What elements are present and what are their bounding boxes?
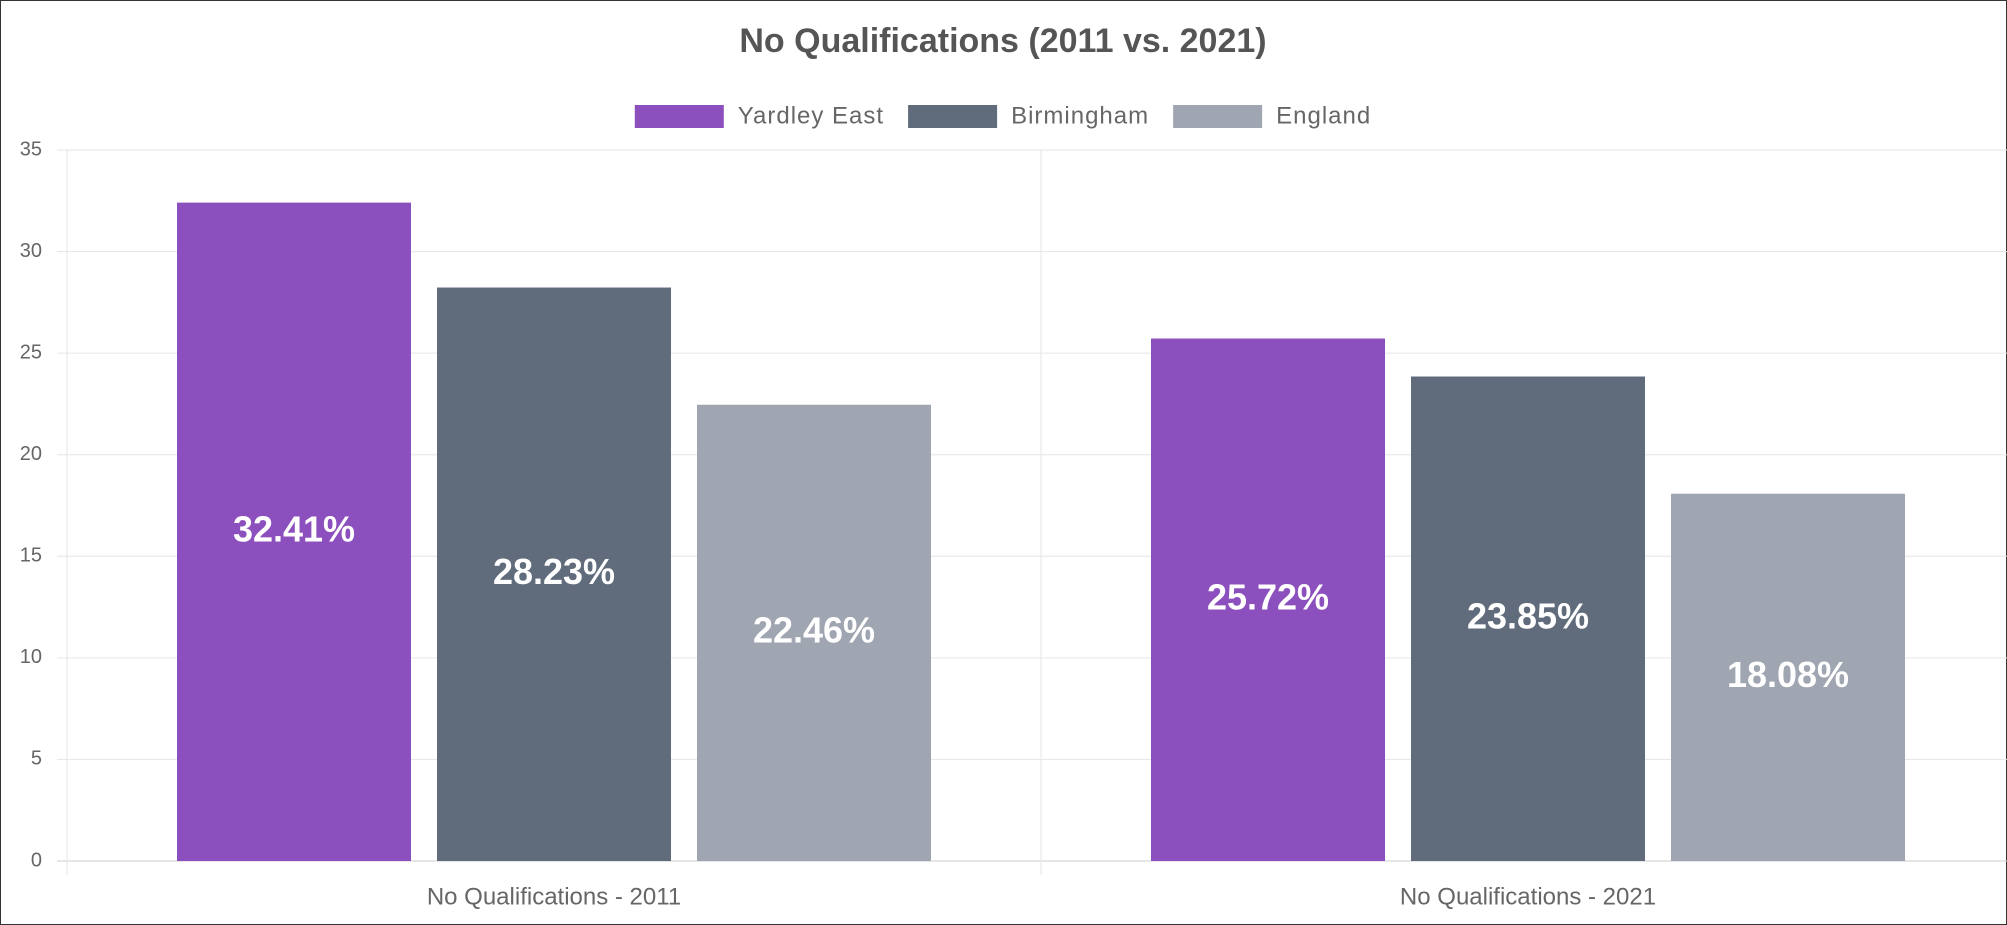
y-tick-label: 10 <box>20 646 42 668</box>
bar <box>177 202 411 861</box>
y-tick-label: 30 <box>20 240 42 262</box>
y-tick-label: 15 <box>20 545 42 567</box>
bar <box>1411 376 1645 861</box>
bar <box>697 404 931 861</box>
data-label: 18.08% <box>1727 654 1849 695</box>
data-label: 25.72% <box>1207 576 1329 617</box>
y-tick-label: 5 <box>31 748 42 770</box>
data-label: 23.85% <box>1467 595 1589 636</box>
chart-title: No Qualifications (2011 vs. 2021) <box>739 22 1266 60</box>
bar <box>1671 493 1905 861</box>
y-tick-label: 0 <box>31 849 42 871</box>
legend-swatch <box>1173 105 1263 128</box>
legend-label: Yardley East <box>738 102 884 129</box>
legend-label: Birmingham <box>1011 102 1149 129</box>
legend-swatch <box>908 105 998 128</box>
y-tick-label: 20 <box>20 443 42 465</box>
x-tick-label: No Qualifications - 2011 <box>427 883 681 910</box>
data-label: 32.41% <box>233 508 355 549</box>
bar <box>437 287 671 861</box>
y-tick-label: 25 <box>20 341 42 363</box>
y-tick-label: 35 <box>20 138 42 160</box>
bar <box>1151 338 1385 861</box>
data-label: 22.46% <box>753 609 875 650</box>
data-label: 28.23% <box>493 551 615 592</box>
x-tick-label: No Qualifications - 2021 <box>1400 883 1656 910</box>
legend-label: England <box>1276 102 1371 129</box>
legend-swatch <box>634 105 724 128</box>
